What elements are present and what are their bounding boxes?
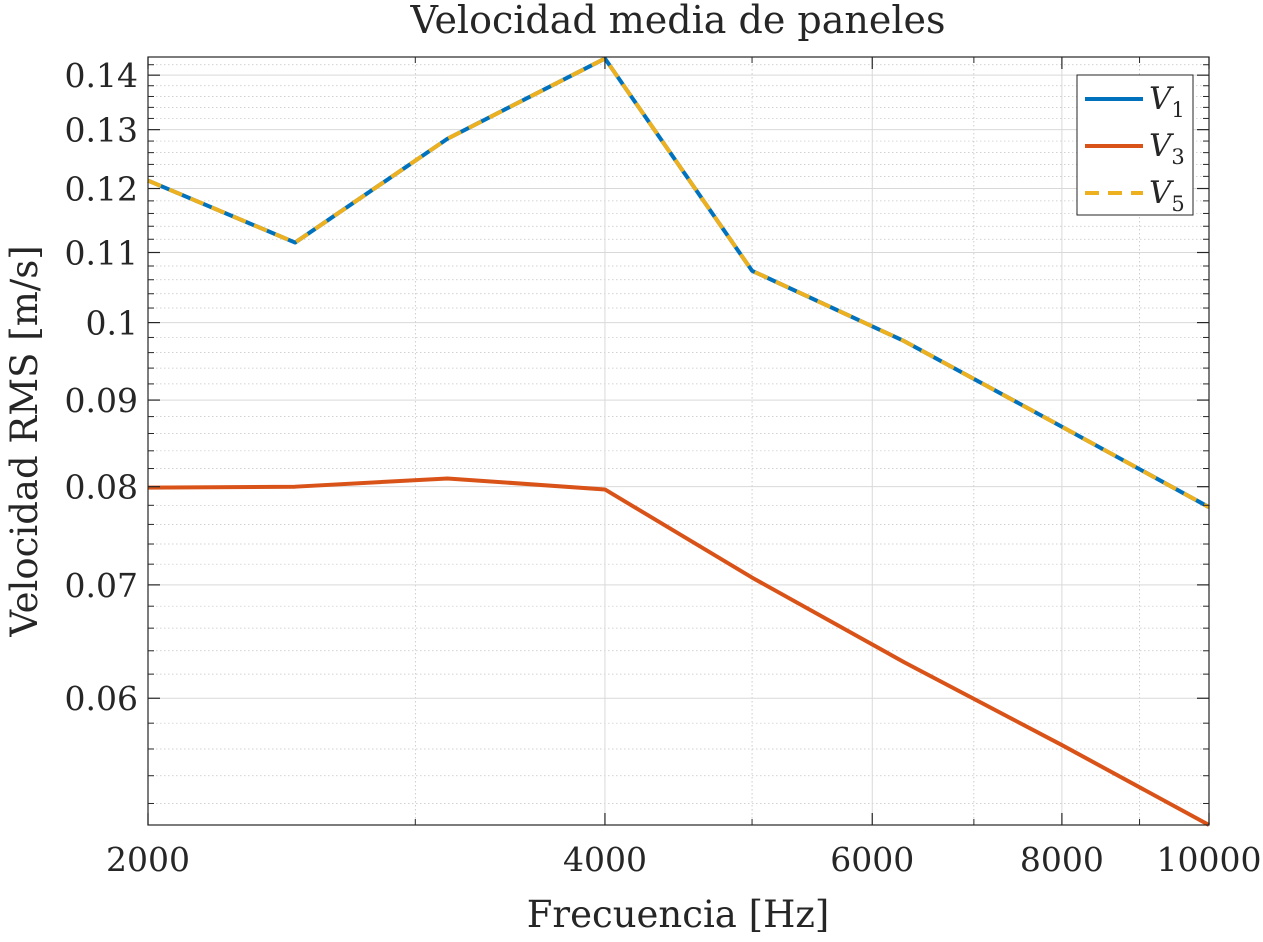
axes-box [147,56,1210,826]
legend: V1 V3 V5 [1076,74,1194,216]
y-tick-label: 0.06 [65,679,138,718]
y-tick-label: 0.08 [65,468,138,507]
series-line-v3 [147,476,1210,827]
x-tick-label: 2000 [106,840,190,879]
axis-ticks [147,57,1210,825]
series-line-v5 [147,56,1210,509]
legend-label-v5: V5 [1149,175,1185,216]
plot-series [147,56,1210,827]
x-tick-label: 10000 [1157,840,1262,879]
x-tick-label: 6000 [830,840,914,879]
x-axis-label: Frecuencia [Hz] [527,893,830,936]
x-tick-label: 8000 [1020,840,1104,879]
y-tick-label: 0.11 [65,234,138,273]
minor-grid [148,57,1209,825]
chart-title: Velocidad media de paneles [409,0,945,42]
x-tick-labels: 2000 4000 6000 8000 10000 [106,840,1261,879]
y-tick-label: 0.1 [86,304,138,343]
x-tick-label: 4000 [563,840,647,879]
y-tick-label: 0.07 [65,566,138,605]
legend-label-v1: V1 [1149,81,1185,122]
y-tick-label: 0.13 [65,111,138,150]
y-tick-label: 0.14 [65,56,138,95]
legend-label-v3: V3 [1149,128,1185,169]
y-axis-label: Velocidad RMS [m/s] [3,245,46,637]
y-tick-label: 0.12 [65,170,138,209]
y-tick-label: 0.09 [65,381,138,420]
y-tick-labels: 0.06 0.07 0.08 0.09 0.1 0.11 0.12 0.13 0.14 [65,56,138,718]
